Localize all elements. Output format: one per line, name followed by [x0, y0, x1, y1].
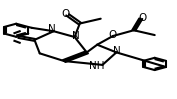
- Text: N: N: [72, 31, 80, 41]
- Text: N: N: [113, 46, 121, 56]
- Text: O: O: [108, 30, 116, 40]
- Text: N: N: [48, 24, 56, 34]
- Text: O: O: [62, 9, 70, 19]
- Text: NH: NH: [89, 61, 105, 71]
- Text: O: O: [138, 13, 147, 23]
